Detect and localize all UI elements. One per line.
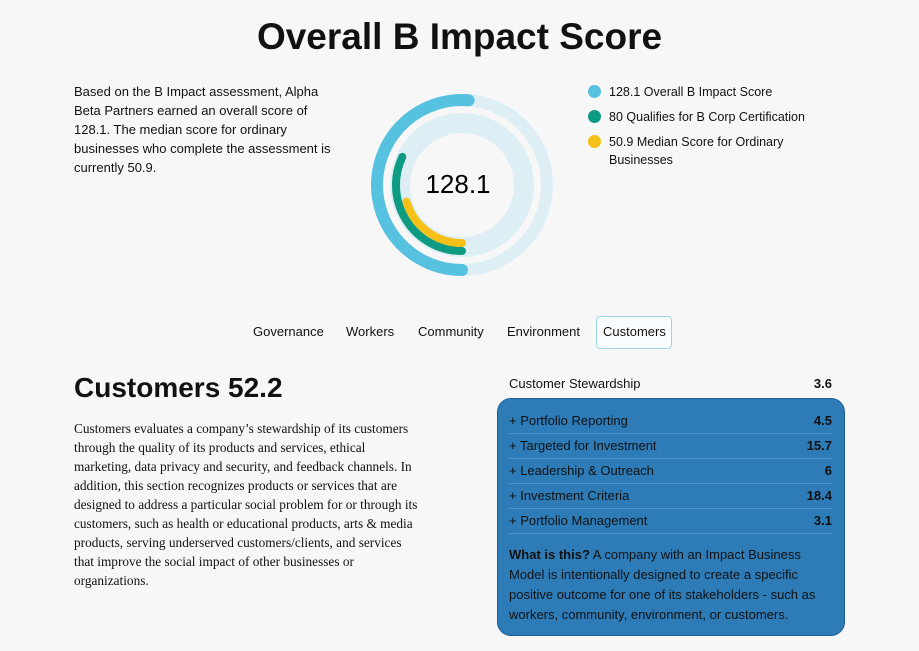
gauge-arc (402, 197, 466, 247)
callout: What is this? A company with an Impact B… (509, 545, 829, 625)
detail-row: + Targeted for Investment 15.7 (509, 438, 832, 453)
detail-row: + Leadership & Outreach 6 (509, 463, 832, 478)
detail-value: 3.1 (813, 513, 832, 528)
score-gauge: 128.1 (371, 94, 553, 276)
legend-value: 80 (609, 110, 623, 124)
legend-dot (588, 135, 601, 148)
tab[interactable]: Environment (507, 324, 580, 339)
row-divider (509, 433, 832, 434)
detail-value: 4.5 (813, 413, 832, 428)
legend-text: 80 Qualifies for B Corp Certification (609, 108, 805, 126)
detail-value: 6 (824, 463, 832, 478)
gauge-center-label: 128.1 (425, 169, 490, 199)
row-divider (509, 483, 832, 484)
legend-label: Overall B Impact Score (643, 85, 773, 99)
detail-name: + Leadership & Outreach (509, 463, 654, 478)
detail-row: + Portfolio Reporting 4.5 (509, 413, 832, 428)
detail-name: + Portfolio Reporting (509, 413, 628, 428)
gauge-arc (392, 152, 466, 255)
intro-text: Based on the B Impact assessment, Alpha … (74, 84, 331, 175)
legend-item: 128.1 Overall B Impact Score (588, 83, 818, 101)
tab[interactable]: Governance (253, 324, 324, 339)
tab[interactable]: Workers (346, 324, 395, 339)
detail-box (497, 398, 845, 636)
section-title: Customers 52.2 (74, 372, 283, 403)
summary-value: 3.6 (813, 376, 832, 391)
detail-name: + Investment Criteria (509, 488, 630, 503)
legend-item: 80 Qualifies for B Corp Certification (588, 108, 818, 126)
detail-row: + Portfolio Management 3.1 (509, 513, 832, 528)
gauge-center (411, 134, 513, 236)
legend-value: 128.1 (609, 85, 641, 99)
legend-label: Median Score for Ordinary Businesses (609, 135, 784, 167)
row-divider (509, 533, 832, 534)
section-text: Customers evaluates a company’s stewards… (74, 421, 418, 588)
callout-text: A company with an Impact Business Model … (509, 547, 816, 622)
detail-name: + Portfolio Management (509, 513, 648, 528)
row-divider (509, 508, 832, 509)
legend-dot (588, 85, 601, 98)
active-tab (596, 316, 672, 349)
legend-text: 128.1 Overall B Impact Score (609, 83, 772, 101)
gauge-arc (371, 94, 475, 276)
detail-value: 18.4 (806, 488, 832, 503)
tab[interactable]: Community (418, 324, 484, 339)
tab[interactable]: Customers (603, 324, 666, 339)
row-divider (509, 458, 832, 459)
summary-row: Customer Stewardship 3.6 (509, 376, 832, 391)
callout-label: What is this? (509, 547, 590, 562)
legend-dot (588, 110, 601, 123)
legend-label: Qualifies for B Corp Certification (626, 110, 805, 124)
legend-item: 50.9 Median Score for Ordinary Businesse… (588, 133, 818, 169)
summary-name: Customer Stewardship (509, 376, 641, 391)
legend-value: 50.9 (609, 135, 634, 149)
page-title: Overall B Impact Score (256, 16, 663, 57)
legend-text: 50.9 Median Score for Ordinary Businesse… (609, 133, 818, 169)
detail-name: + Targeted for Investment (509, 438, 657, 453)
detail-row: + Investment Criteria 18.4 (509, 488, 832, 503)
detail-value: 15.7 (806, 438, 832, 453)
